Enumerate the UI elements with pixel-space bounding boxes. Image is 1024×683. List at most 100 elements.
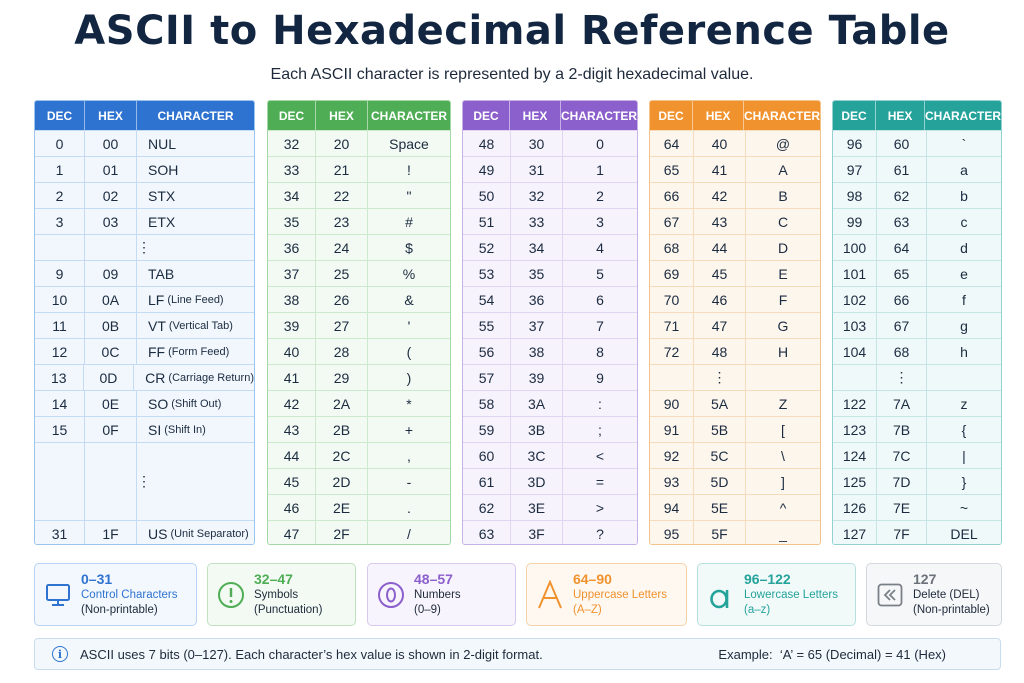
- dec-cell: 42: [268, 391, 316, 416]
- info-icon: i: [52, 646, 68, 662]
- dec-cell: 33: [268, 157, 316, 182]
- table-row: 65 41 A: [650, 156, 820, 182]
- char-cell: ^: [779, 499, 787, 516]
- dec-header: DEC: [833, 101, 877, 130]
- dec-cell: 72: [650, 339, 694, 364]
- hex-cell: 66: [877, 287, 927, 312]
- legend-name: Lowercase Letters: [744, 589, 838, 601]
- hex-cell: 48: [694, 339, 746, 364]
- dec-cell: 15: [35, 417, 85, 442]
- letter-a-lowercase-icon: [698, 580, 744, 610]
- hex-cell: 36: [511, 287, 563, 312]
- char-cell: =: [595, 473, 605, 490]
- exclamation-icon: [208, 581, 254, 609]
- char-cell: <: [595, 447, 605, 464]
- table-row: 102 66 f: [833, 286, 1001, 312]
- dec-cell: 32: [268, 131, 316, 156]
- char-cell: B: [778, 187, 788, 204]
- hex-cell: 00: [85, 131, 137, 156]
- char-cell: #: [405, 213, 413, 230]
- dec-cell: 40: [268, 339, 316, 364]
- dec-cell: 0: [35, 131, 85, 156]
- table-row: 66 42 B: [650, 182, 820, 208]
- hex-cell: 33: [511, 209, 563, 234]
- control-characters-table: DEC HEX CHARACTER 0 00 NUL 1 01 SOH 2 02 STX 3…: [34, 100, 255, 545]
- dec-cell: 69: [650, 261, 694, 286]
- legend-name: Symbols: [254, 589, 299, 601]
- hex-cell: 38: [511, 339, 563, 364]
- table-row: 15 0F SI (Shift In): [35, 416, 254, 442]
- table-row: 43 2B +: [268, 416, 450, 442]
- hex-cell: 2A: [316, 391, 368, 416]
- info-glyph: i: [57, 647, 63, 661]
- legend-range: 32–47: [254, 571, 293, 587]
- char-note: (Carriage Return): [168, 371, 254, 384]
- dec-cell: 46: [268, 495, 316, 520]
- hex-cell: 5C: [694, 443, 746, 468]
- dec-cell: 13: [35, 365, 84, 390]
- dec-cell: 11: [35, 313, 85, 338]
- hex-cell: 3F: [511, 521, 563, 544]
- legend-desc: (0–9): [414, 604, 441, 616]
- hex-cell: 1F: [85, 521, 137, 544]
- page-subtitle: Each ASCII character is represented by a…: [270, 66, 754, 83]
- hex-cell: 44: [694, 235, 746, 260]
- dec-cell: 63: [463, 521, 511, 544]
- hex-cell: 0C: [85, 339, 137, 364]
- table-row: 59 3B;: [463, 416, 637, 442]
- table-row: 32 20 Space: [268, 130, 450, 156]
- hex-cell: 40: [694, 131, 746, 156]
- legend-range: 48–57: [414, 571, 453, 587]
- hex-cell: 60: [877, 131, 927, 156]
- char-cell: ;: [598, 421, 602, 438]
- dec-cell: 66: [650, 183, 694, 208]
- dec-header: DEC: [650, 101, 694, 130]
- table-row: 1 01 SOH: [35, 156, 254, 182]
- table-header: DEC HEX CHARACTER: [35, 101, 254, 130]
- legend-text: 127 Delete (DEL) (Non-printable): [913, 571, 990, 618]
- char-cell: C: [777, 213, 789, 230]
- dec-cell: 104: [833, 339, 877, 364]
- table-row: 68 44 D: [650, 234, 820, 260]
- hex-cell: 21: [316, 157, 368, 182]
- legend-delete: 127 Delete (DEL) (Non-printable): [866, 563, 1002, 626]
- hex-cell: 27: [316, 313, 368, 338]
- hex-cell: 22: [316, 183, 368, 208]
- char-note: (Line Feed): [167, 293, 224, 306]
- table-row: 95 5F _: [650, 520, 820, 544]
- dec-cell: 39: [268, 313, 316, 338]
- dec-cell: 52: [463, 235, 511, 260]
- char-note: (Shift In): [164, 423, 206, 436]
- char-cell: d: [960, 239, 968, 256]
- hex-cell: 3D: [511, 469, 563, 494]
- char-cell: ': [407, 317, 411, 334]
- dec-cell: 44: [268, 443, 316, 468]
- char-value: FF: [148, 343, 166, 360]
- table-row: 94 5E ^: [650, 494, 820, 520]
- char-cell: ): [406, 369, 412, 386]
- hex-cell: 3B: [511, 417, 563, 442]
- dec-cell: 94: [650, 495, 694, 520]
- dec-cell: 127: [833, 521, 877, 544]
- char-cell: SO (Shift Out): [137, 391, 254, 416]
- char-cell: ,: [407, 447, 411, 464]
- dec-cell: 14: [35, 391, 85, 416]
- dec-cell: 71: [650, 313, 694, 338]
- table-row: 31 1F US (Unit Separator): [35, 520, 254, 544]
- empty-cell: [85, 235, 137, 260]
- char-cell: \: [781, 447, 785, 464]
- char-cell: SI (Shift In): [137, 417, 254, 442]
- ellipsis-row: ⋮: [650, 364, 820, 390]
- char-cell: &: [404, 291, 414, 308]
- hex-cell: 7F: [877, 521, 927, 544]
- char-cell: 1: [596, 161, 604, 178]
- table-row: 34 22 ": [268, 182, 450, 208]
- dec-cell: 34: [268, 183, 316, 208]
- dec-cell: 123: [833, 417, 877, 442]
- hex-cell: 2B: [316, 417, 368, 442]
- dec-cell: 54: [463, 287, 511, 312]
- hex-cell: 2E: [316, 495, 368, 520]
- char-cell: g: [960, 317, 968, 334]
- empty-cell: [833, 365, 877, 390]
- hex-header: HEX: [693, 101, 744, 130]
